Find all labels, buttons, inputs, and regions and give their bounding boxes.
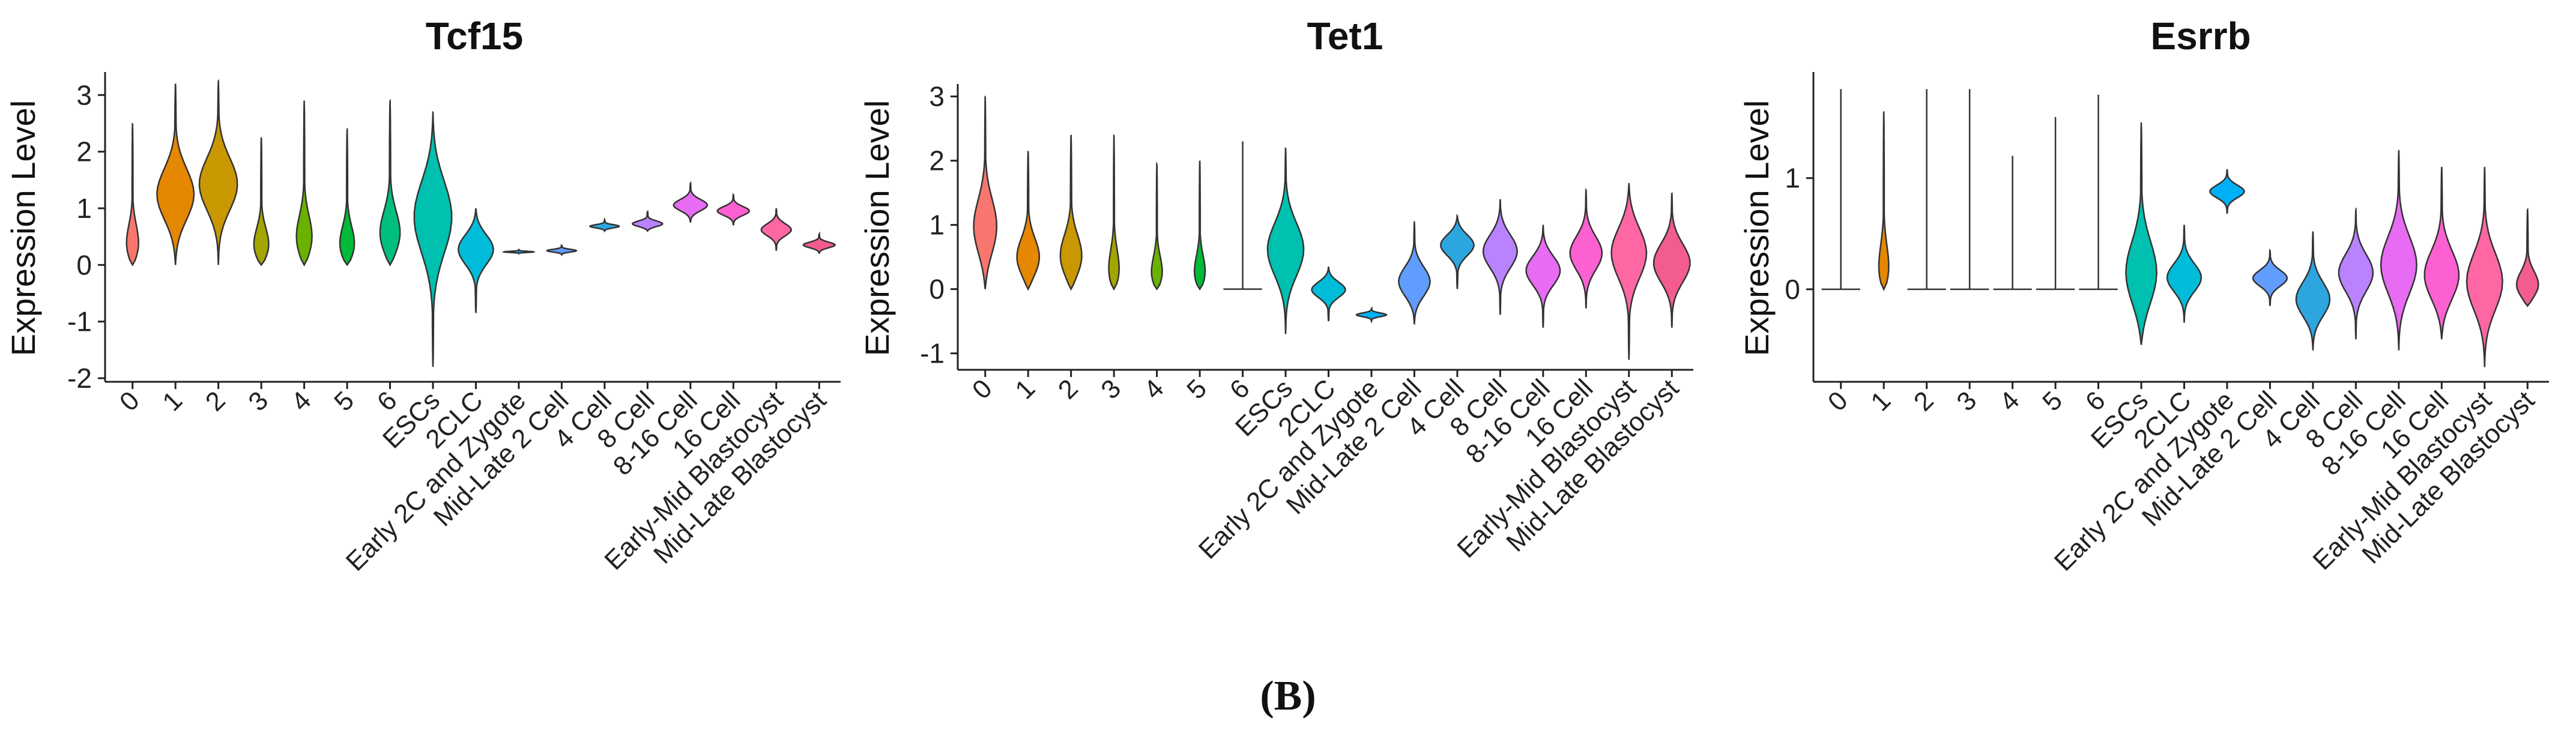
x-tick-label: 4	[1138, 373, 1170, 405]
violin-Mid-Late 2 Cell	[2252, 248, 2288, 306]
y-axis-label: Expression Level	[1738, 100, 1776, 356]
violin-6	[379, 98, 401, 267]
x-tick-label: 1	[1009, 373, 1041, 405]
violin-2CLC	[2166, 225, 2203, 323]
y-tick-label: 1	[1785, 163, 1800, 194]
violin-8 Cell	[631, 210, 664, 232]
y-tick-label: 2	[76, 136, 92, 167]
violin-0	[973, 95, 998, 289]
x-tick-label: 0	[967, 373, 998, 405]
y-tick-label: 3	[929, 81, 945, 112]
x-tick-label: 1	[157, 385, 188, 417]
x-tick-label: 3	[1951, 385, 1982, 417]
violin-2CLC	[458, 208, 494, 313]
figure-caption: (B)	[1260, 673, 1316, 719]
x-tick-label: 5	[2037, 385, 2068, 417]
violin-8 Cell	[2338, 207, 2374, 340]
x-tick-label: 3	[1095, 373, 1126, 405]
violin-1	[1878, 111, 1890, 291]
violin-Early-Mid Blastocyst	[2466, 166, 2503, 367]
y-tick-label: 0	[1785, 274, 1800, 305]
violin-3	[253, 137, 270, 267]
chart-title: Esrrb	[2150, 14, 2251, 58]
violin-Mid-Late Blastocyst	[2515, 208, 2539, 307]
y-tick-label: 1	[929, 210, 945, 241]
y-tick-label: -1	[920, 338, 945, 369]
x-tick-label: 2	[200, 385, 231, 417]
violin-Early 2C and Zygote	[2209, 169, 2245, 214]
violin-2	[198, 79, 238, 265]
violin-Early 2C and Zygote	[1355, 306, 1388, 324]
x-tick-label: 4	[286, 385, 317, 417]
x-tick-label: 5	[328, 385, 360, 417]
violin-8-16 Cell	[1525, 224, 1561, 328]
x-tick-label: 1	[1865, 385, 1896, 417]
violin-ESCs	[1266, 147, 1305, 334]
violin-4	[295, 100, 313, 267]
violin-ESCs	[413, 111, 453, 367]
chart-title: Tet1	[1307, 14, 1383, 58]
x-tick-label: 0	[114, 385, 145, 417]
x-tick-label: 2	[1053, 373, 1084, 405]
x-tick-label: 2	[1908, 385, 1940, 417]
violin-0	[125, 122, 139, 267]
violin-16 Cell	[2423, 166, 2460, 340]
y-tick-label: -2	[67, 363, 92, 394]
violin-Early-Mid Blastocyst	[1610, 181, 1648, 360]
y-tick-label: 0	[76, 249, 92, 280]
chart-title: Tcf15	[426, 14, 523, 58]
violin-Mid-Late Blastocyst	[1652, 192, 1691, 328]
violin-8-16 Cell	[673, 181, 709, 223]
violin-5	[1193, 160, 1206, 291]
violin-4	[1150, 161, 1163, 291]
x-tick-label: 5	[1181, 373, 1212, 405]
x-tick-label: 4	[1994, 385, 2025, 417]
violin-8-16 Cell	[2380, 149, 2417, 351]
violin-Mid-Late 2 Cell	[1398, 220, 1431, 325]
violin-Mid-Late 2 Cell	[545, 244, 578, 257]
violin-Early 2C and Zygote	[501, 248, 536, 255]
violin-5	[339, 127, 355, 267]
violin-Early-Mid Blastocyst	[760, 208, 793, 251]
y-axis-label: Expression Level	[4, 100, 42, 356]
y-tick-label: 0	[929, 274, 945, 305]
violin-4 Cell	[1440, 214, 1475, 289]
x-tick-label: 0	[1822, 385, 1854, 417]
violin-Mid-Late Blastocyst	[802, 231, 836, 254]
violin-3	[1108, 134, 1120, 291]
violin-ESCs	[2125, 122, 2157, 345]
violin-1	[156, 83, 195, 265]
violin-16 Cell	[716, 193, 751, 226]
y-tick-label: 2	[929, 145, 945, 176]
y-tick-label: 3	[76, 79, 92, 110]
violin-1	[1016, 151, 1041, 291]
violin-4 Cell	[2295, 231, 2331, 351]
violin-16 Cell	[1569, 188, 1603, 309]
x-tick-label: 3	[243, 385, 274, 417]
y-axis-label: Expression Level	[858, 100, 896, 356]
violin-2CLC	[1311, 267, 1346, 322]
y-tick-label: 1	[76, 193, 92, 224]
violin-4 Cell	[589, 217, 620, 233]
y-tick-label: -1	[67, 306, 92, 337]
violin-2	[1059, 134, 1083, 291]
violin-8 Cell	[1482, 199, 1518, 315]
